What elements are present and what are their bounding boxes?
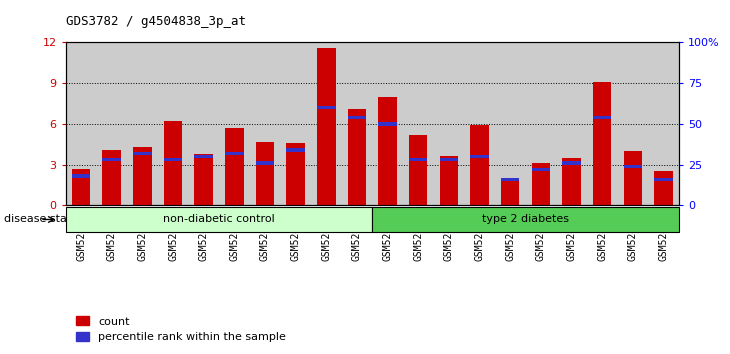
Bar xyxy=(164,158,182,161)
Bar xyxy=(501,181,520,205)
Bar xyxy=(72,174,91,178)
Bar xyxy=(194,154,213,205)
Bar xyxy=(439,156,458,205)
Bar xyxy=(409,158,428,161)
Bar xyxy=(378,97,397,205)
Bar xyxy=(378,122,397,126)
Bar xyxy=(623,165,642,168)
Bar xyxy=(225,128,244,205)
Bar xyxy=(317,106,336,109)
Bar xyxy=(164,121,182,205)
Bar xyxy=(470,155,489,158)
Bar xyxy=(531,168,550,171)
Text: non-diabetic control: non-diabetic control xyxy=(163,215,275,224)
Legend: count, percentile rank within the sample: count, percentile rank within the sample xyxy=(72,312,291,347)
Bar xyxy=(623,151,642,205)
Bar xyxy=(133,152,152,155)
Bar xyxy=(286,143,305,205)
Text: type 2 diabetes: type 2 diabetes xyxy=(482,215,569,224)
Bar xyxy=(347,116,366,119)
Bar xyxy=(255,142,274,205)
Bar xyxy=(593,82,612,205)
Bar xyxy=(347,109,366,205)
Bar xyxy=(102,150,121,205)
Bar xyxy=(133,147,152,205)
Bar xyxy=(654,178,673,181)
Bar xyxy=(531,163,550,205)
Bar xyxy=(255,161,274,165)
Bar xyxy=(562,161,581,165)
Bar xyxy=(439,158,458,161)
Bar xyxy=(593,116,612,119)
Bar xyxy=(225,152,244,155)
Bar xyxy=(562,158,581,205)
Bar xyxy=(409,135,428,205)
Bar xyxy=(470,125,489,205)
Text: disease state: disease state xyxy=(4,215,78,224)
Bar xyxy=(194,155,213,158)
Bar xyxy=(286,148,305,152)
Bar xyxy=(72,169,91,205)
Bar xyxy=(317,48,336,205)
Bar xyxy=(654,171,673,205)
Bar xyxy=(501,178,520,181)
Text: GDS3782 / g4504838_3p_at: GDS3782 / g4504838_3p_at xyxy=(66,15,246,28)
Bar xyxy=(102,158,121,161)
